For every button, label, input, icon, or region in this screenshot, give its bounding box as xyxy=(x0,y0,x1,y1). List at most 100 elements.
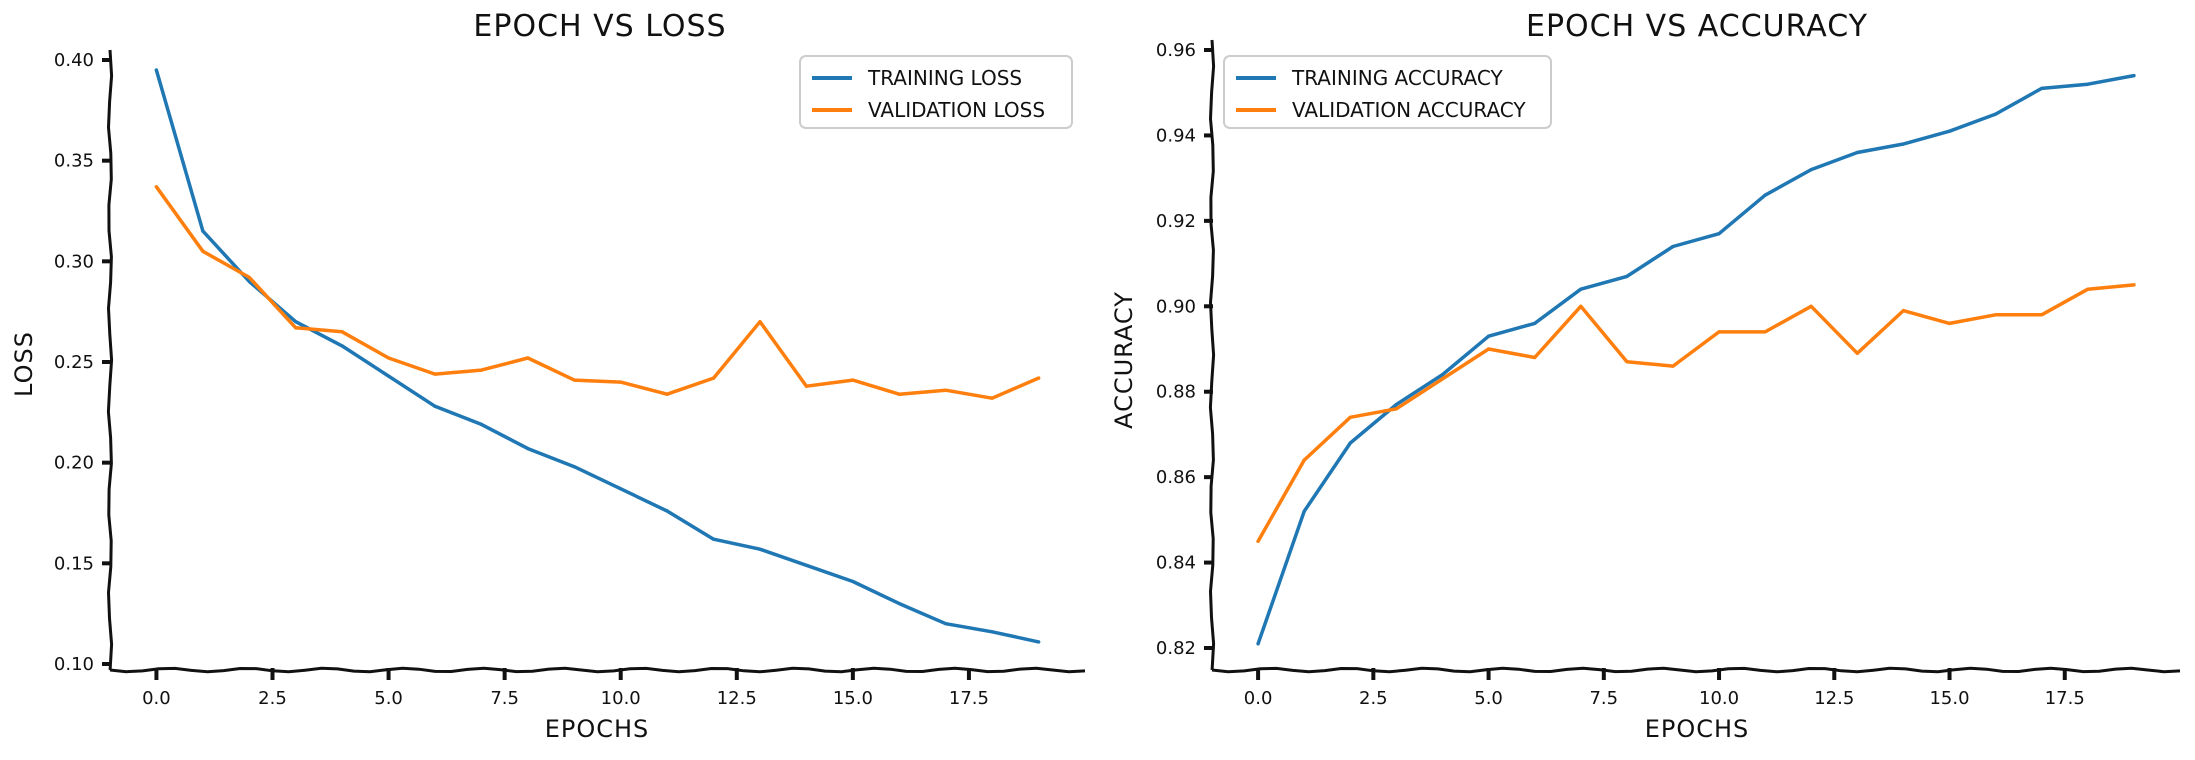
data-point xyxy=(1348,441,1352,445)
data-point xyxy=(1763,193,1767,197)
data-point xyxy=(479,368,483,372)
data-point xyxy=(1809,304,1813,308)
data-point xyxy=(1901,142,1905,146)
data-point xyxy=(2086,287,2090,291)
data-point xyxy=(1348,415,1352,419)
data-point xyxy=(1994,112,1998,116)
y-tick-label: 0.84 xyxy=(1156,553,1196,574)
data-point xyxy=(1487,334,1491,338)
data-point xyxy=(201,229,205,233)
data-point xyxy=(1579,287,1583,291)
y-tick-label: 0.15 xyxy=(54,553,94,574)
series-line-validation-loss xyxy=(154,185,1041,400)
data-point xyxy=(294,320,298,324)
data-point xyxy=(758,547,762,551)
data-point xyxy=(804,563,809,567)
legend-label: VALIDATION LOSS xyxy=(868,98,1045,122)
data-point xyxy=(1394,402,1398,407)
y-tick-label: 0.94 xyxy=(1156,125,1196,146)
series-line-validation-accuracy xyxy=(1256,283,2136,543)
x-tick-label: 15.0 xyxy=(1929,688,1969,709)
data-point xyxy=(944,622,948,626)
data-point xyxy=(665,392,669,396)
x-tick-label: 5.0 xyxy=(1474,688,1503,709)
data-point xyxy=(665,509,669,513)
data-point xyxy=(1533,355,1537,360)
data-point xyxy=(712,376,716,380)
data-point xyxy=(897,602,901,606)
data-point xyxy=(1533,321,1537,325)
x-axis-label: EPOCHS xyxy=(1645,715,1750,743)
data-point xyxy=(1717,330,1721,334)
data-point xyxy=(479,422,483,426)
x-tick-label: 15.0 xyxy=(833,688,873,709)
data-point xyxy=(1302,509,1306,513)
data-point xyxy=(340,330,344,334)
y-axis-label: ACCURACY xyxy=(1110,291,1138,429)
y-tick-label: 0.92 xyxy=(1156,211,1196,232)
data-point xyxy=(712,537,716,541)
chart-title: EPOCH VS LOSS xyxy=(473,9,726,44)
data-point xyxy=(2132,74,2136,78)
series-line-training-loss xyxy=(154,68,1041,644)
data-point xyxy=(433,372,437,376)
data-point xyxy=(1855,150,1859,155)
legend-box xyxy=(799,55,1073,129)
data-point xyxy=(758,320,762,324)
data-point xyxy=(2040,313,2044,317)
data-point xyxy=(1302,458,1306,462)
x-tick-label: 12.5 xyxy=(717,688,757,709)
x-axis-line xyxy=(109,666,1086,674)
data-point xyxy=(804,384,809,388)
y-tick-label: 0.30 xyxy=(54,251,94,272)
x-tick-label: 0.0 xyxy=(1244,688,1273,709)
data-point xyxy=(1671,364,1675,368)
legend-label: TRAINING LOSS xyxy=(867,66,1022,90)
data-point xyxy=(1440,377,1445,381)
x-tick-label: 12.5 xyxy=(1814,688,1854,709)
y-tick-label: 0.10 xyxy=(54,654,94,675)
data-point xyxy=(526,447,530,451)
data-point xyxy=(1256,539,1260,543)
y-tick-label: 0.40 xyxy=(54,50,94,71)
data-point xyxy=(154,185,158,189)
data-point xyxy=(1037,640,1041,644)
x-tick-label: 0.0 xyxy=(142,688,171,709)
legend-label: TRAINING ACCURACY xyxy=(1291,66,1503,90)
data-point xyxy=(201,249,205,253)
data-point xyxy=(340,344,344,348)
accuracy-chart-panel: EPOCH VS ACCURACY EPOCHS ACCURACY 0.82 0.… xyxy=(1110,9,2181,743)
data-point xyxy=(387,356,391,360)
data-point xyxy=(526,356,530,360)
y-tick-label: 0.90 xyxy=(1156,296,1196,317)
data-point xyxy=(1440,373,1445,377)
data-point xyxy=(1394,407,1398,411)
legend: TRAINING ACCURACY VALIDATION ACCURACY xyxy=(1223,55,1552,129)
data-point xyxy=(1625,274,1629,278)
data-point xyxy=(247,275,251,279)
data-point xyxy=(1579,304,1583,308)
x-tick-label: 10.0 xyxy=(601,688,641,709)
legend-label: VALIDATION ACCURACY xyxy=(1292,98,1526,122)
data-point xyxy=(1487,347,1491,351)
data-point xyxy=(1855,351,1859,355)
data-point xyxy=(1717,232,1721,236)
y-tick-label: 0.25 xyxy=(54,352,94,373)
y-axis-label: LOSS xyxy=(10,331,38,397)
data-point xyxy=(851,378,855,382)
data-point xyxy=(2040,86,2044,90)
data-point xyxy=(572,465,576,469)
data-point xyxy=(990,630,994,634)
data-point xyxy=(2086,82,2090,86)
x-tick-label: 7.5 xyxy=(490,688,519,709)
data-point xyxy=(387,374,391,378)
data-point xyxy=(1037,376,1041,380)
data-point xyxy=(294,326,298,330)
data-point xyxy=(851,579,855,584)
data-point xyxy=(1763,330,1767,334)
data-point xyxy=(1256,642,1260,646)
data-point xyxy=(944,388,948,392)
data-point xyxy=(897,392,901,396)
